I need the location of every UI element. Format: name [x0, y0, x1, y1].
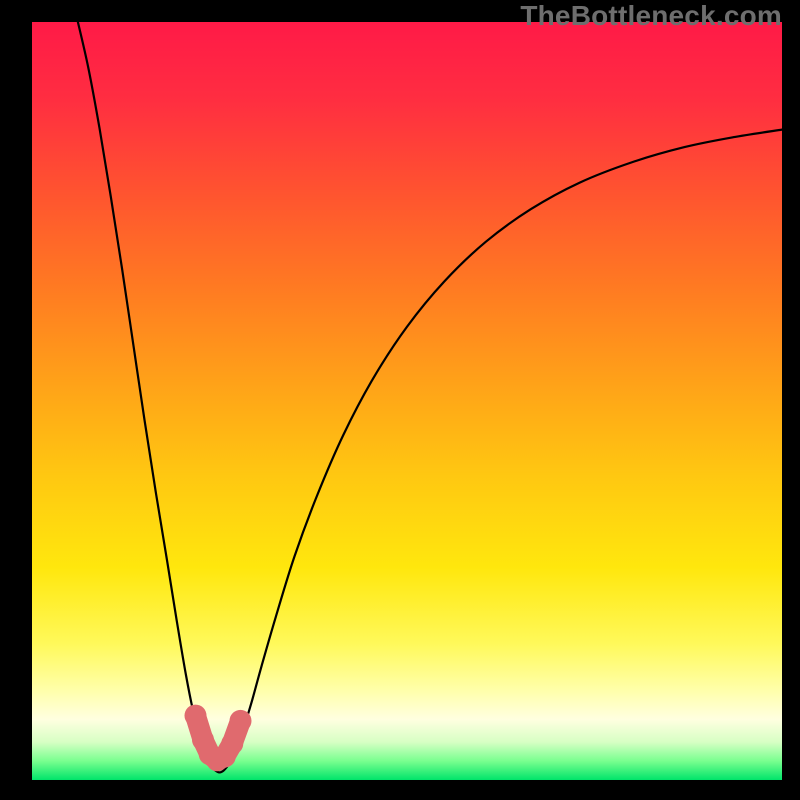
outer-frame: TheBottleneck.com: [0, 0, 800, 800]
bottleneck-curve: [77, 22, 782, 772]
marker-dot: [221, 733, 243, 755]
marker-dot: [185, 705, 207, 727]
chart-svg: [32, 22, 782, 780]
watermark-text: TheBottleneck.com: [520, 0, 782, 32]
marker-dot: [230, 710, 252, 732]
plot-area: [32, 22, 782, 780]
